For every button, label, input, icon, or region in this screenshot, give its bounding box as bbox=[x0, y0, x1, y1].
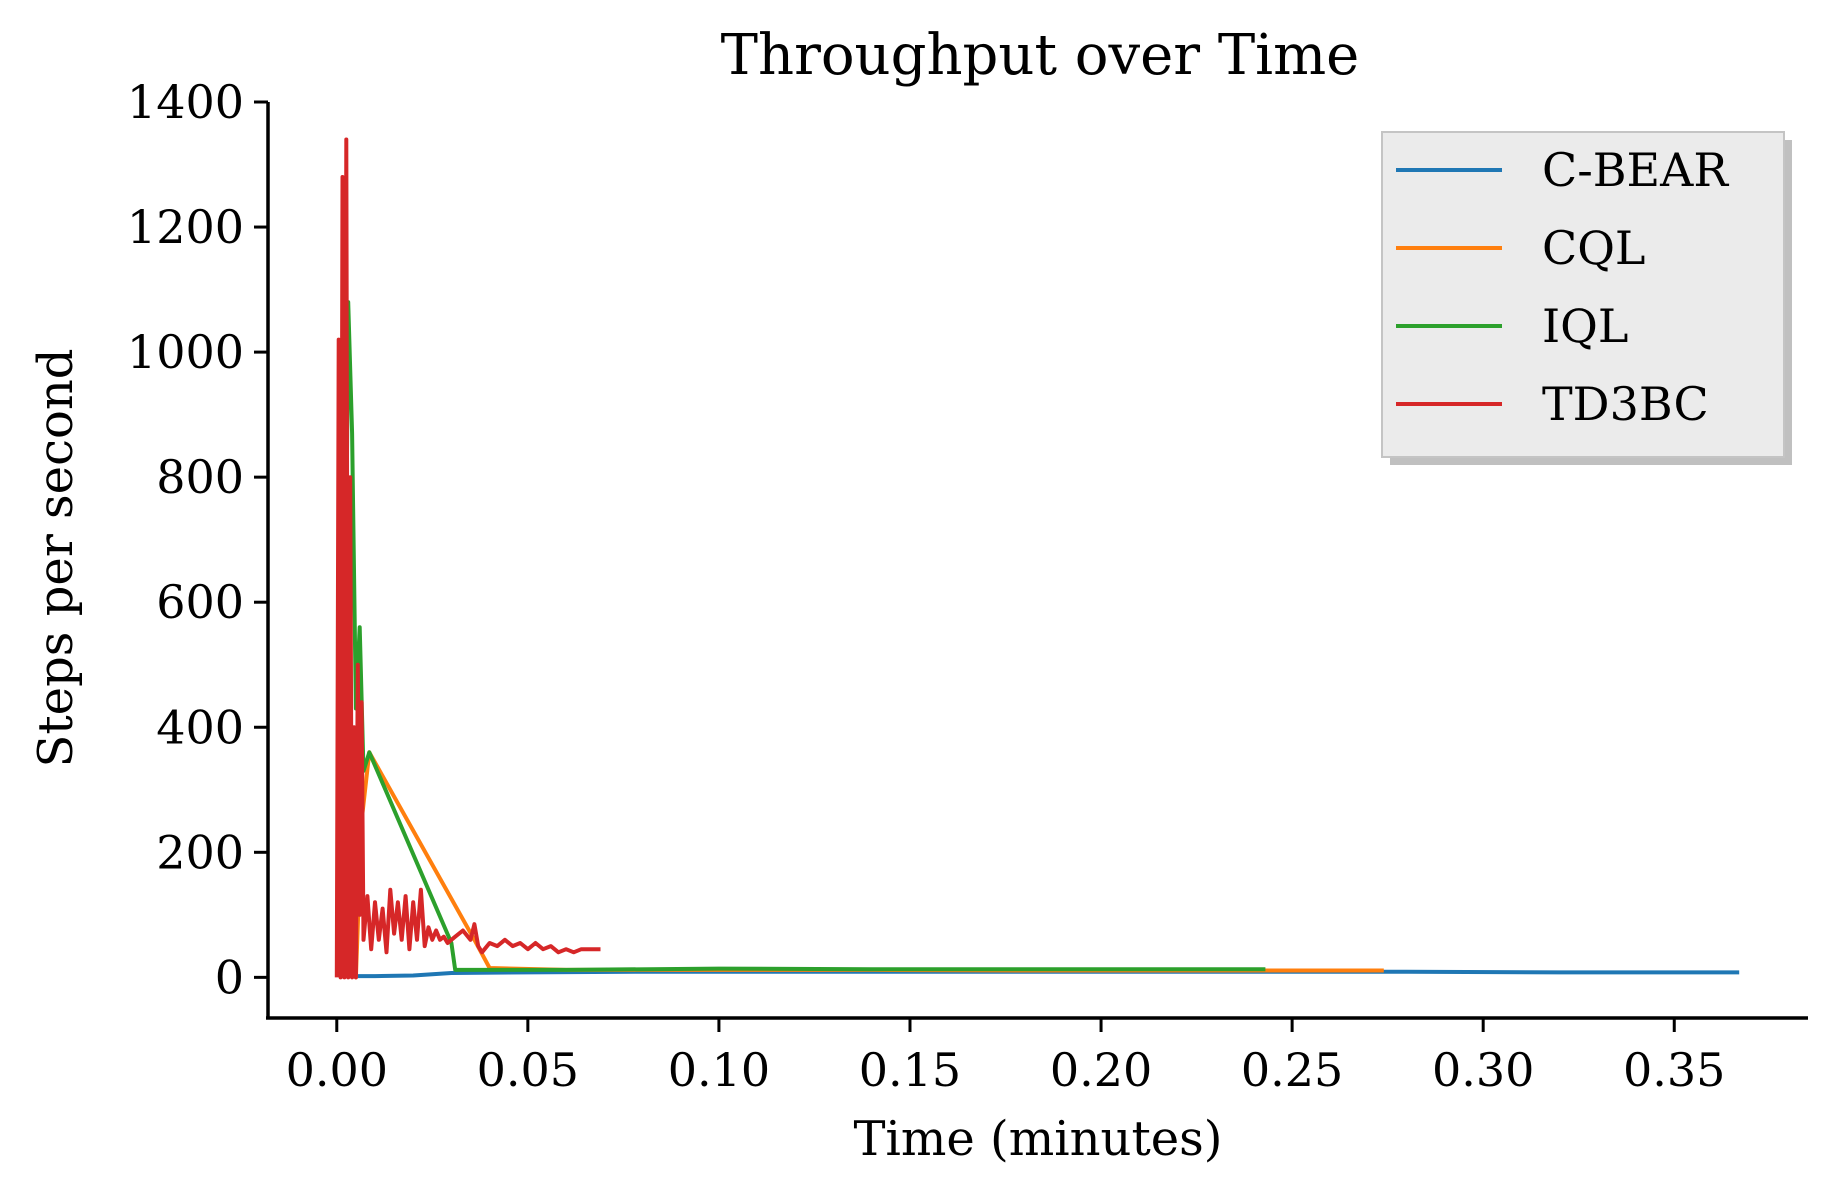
y-tick-label: 1400 bbox=[127, 75, 244, 129]
x-tick-label: 0.15 bbox=[859, 1043, 961, 1097]
legend-label: IQL bbox=[1542, 299, 1628, 353]
x-tick-label: 0.10 bbox=[668, 1043, 770, 1097]
x-axis-ticks: 0.00 0.05 0.10 0.15 0.20 0.25 0.30 0.35 bbox=[286, 1018, 1725, 1097]
y-tick-label: 400 bbox=[156, 700, 244, 754]
legend-label: TD3BC bbox=[1542, 377, 1709, 431]
series-line-cql bbox=[346, 750, 1384, 980]
y-axis-label: Steps per second bbox=[28, 349, 84, 768]
legend-label: C-BEAR bbox=[1542, 143, 1729, 197]
x-tick-label: 0.35 bbox=[1623, 1043, 1725, 1097]
y-tick-label: 1200 bbox=[127, 200, 244, 254]
legend: C-BEAR CQL IQL TD3BC bbox=[1381, 131, 1792, 465]
y-axis-ticks: 0 200 400 600 800 1000 1200 1400 bbox=[127, 75, 268, 1004]
x-tick-label: 0.00 bbox=[286, 1043, 388, 1097]
legend-entries: C-BEAR CQL IQL TD3BC bbox=[1396, 143, 1729, 431]
x-tick-label: 0.20 bbox=[1050, 1043, 1152, 1097]
series-layer bbox=[334, 137, 1740, 980]
x-tick-label: 0.30 bbox=[1432, 1043, 1534, 1097]
y-tick-label: 0 bbox=[215, 950, 244, 1004]
series-line-td3bc bbox=[334, 137, 601, 980]
y-tick-label: 800 bbox=[156, 450, 244, 504]
y-tick-label: 600 bbox=[156, 575, 244, 629]
x-tick-label: 0.25 bbox=[1241, 1043, 1343, 1097]
y-tick-label: 1000 bbox=[127, 325, 244, 379]
x-tick-label: 0.05 bbox=[477, 1043, 579, 1097]
chart-title: Throughput over Time bbox=[721, 23, 1360, 88]
y-tick-label: 200 bbox=[156, 825, 244, 879]
x-axis-label: Time (minutes) bbox=[853, 1111, 1222, 1167]
series-line-iql bbox=[338, 300, 1266, 978]
legend-label: CQL bbox=[1542, 221, 1645, 275]
